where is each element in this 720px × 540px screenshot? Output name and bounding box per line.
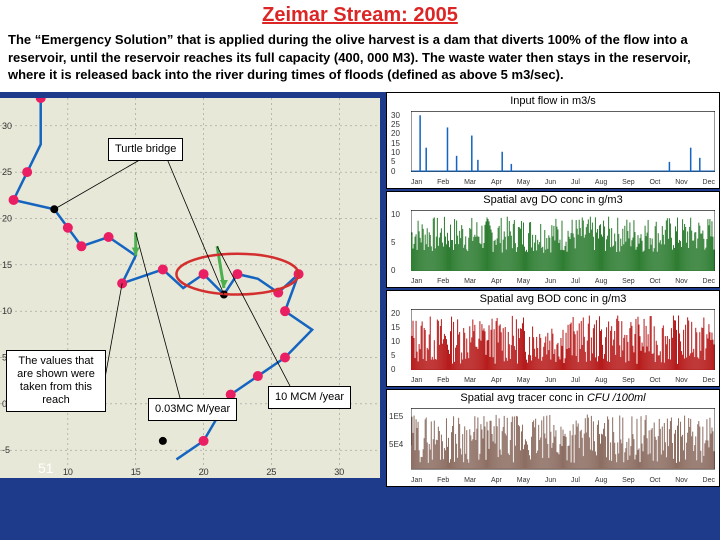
chart-input-flow: Input flow in m3/s JanFebMarAprMayJunJul… (386, 92, 720, 189)
turtle-bridge-callout: Turtle bridge (108, 138, 183, 161)
page-title: Zeimar Stream: 2005 (0, 0, 720, 27)
svg-text:30: 30 (334, 467, 344, 477)
chart-tracer: Spatial avg tracer conc in CFU /100ml Ja… (386, 389, 720, 486)
callout-0.03mcm: 0.03MC M/year (148, 398, 237, 421)
chart-title: Spatial avg tracer conc in CFU /100ml (387, 390, 719, 404)
chart-do: Spatial avg DO conc in g/m3 JanFebMarApr… (386, 191, 720, 288)
svg-text:20: 20 (199, 467, 209, 477)
svg-text:10: 10 (63, 467, 73, 477)
svg-text:15: 15 (2, 259, 12, 269)
svg-text:-5: -5 (2, 445, 10, 455)
svg-text:25: 25 (2, 167, 12, 177)
page-number: 51 (38, 460, 54, 476)
callout-10mcm: 10 MCM /year (268, 386, 351, 409)
description-text: The “Emergency Solution” that is applied… (0, 27, 720, 92)
svg-text:25: 25 (266, 467, 276, 477)
chart-title: Spatial avg DO conc in g/m3 (387, 192, 719, 206)
chart-title: Spatial avg BOD conc in g/m3 (387, 291, 719, 305)
svg-text:30: 30 (2, 120, 12, 130)
svg-text:10: 10 (2, 306, 12, 316)
chart-title: Input flow in m3/s (387, 93, 719, 107)
values-callout: The values that are shown were taken fro… (6, 350, 106, 413)
charts-column: Input flow in m3/s JanFebMarAprMayJunJul… (386, 92, 720, 487)
content-area: 1015202530-5051015202530 Turtle bridge T… (0, 92, 720, 512)
svg-text:20: 20 (2, 213, 12, 223)
chart-bod: Spatial avg BOD conc in g/m3 JanFebMarAp… (386, 290, 720, 387)
stream-map: 1015202530-5051015202530 Turtle bridge T… (0, 98, 380, 478)
svg-text:15: 15 (131, 467, 141, 477)
